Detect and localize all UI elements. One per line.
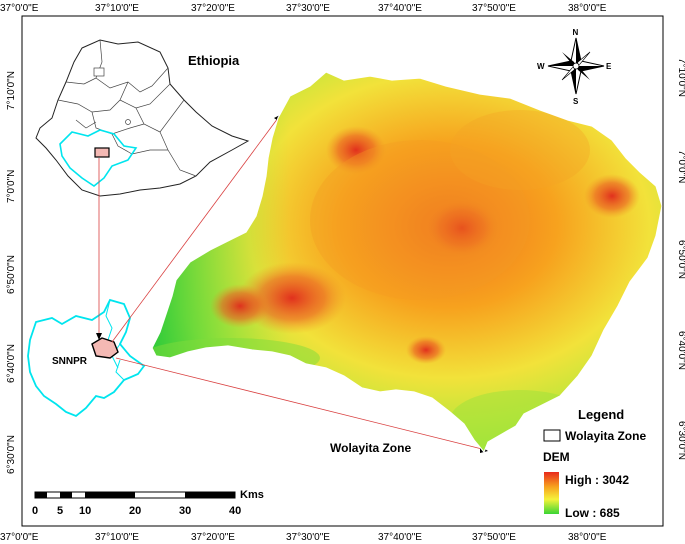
- wolayita-inset-marker: [94, 147, 110, 158]
- wolayita-zone-label: Wolayita Zone: [330, 441, 411, 455]
- left-lat-label: 7°10'0"N: [6, 71, 17, 110]
- bottom-lon-label: 37°20'0"E: [191, 532, 235, 543]
- snnpr-label: SNNPR: [52, 356, 88, 367]
- snnpr-outline: [27, 298, 146, 418]
- compass-n: N: [573, 28, 579, 37]
- top-lon-label: 37°10'0"E: [95, 3, 139, 14]
- dem-peak: [584, 174, 640, 218]
- snnpr-inset-outline: [59, 129, 138, 187]
- bottom-lon-label: 38°0'0"E: [568, 532, 607, 543]
- wolayita-zone-boundary: [151, 71, 663, 454]
- bottom-lon-label: 37°30'0"E: [286, 532, 330, 543]
- bottom-longitude-labels: 37°0'0"E 37°10'0"E 37°20'0"E 37°30'0"E 3…: [0, 532, 607, 543]
- legend-title: Legend: [578, 407, 624, 422]
- ethiopia-inset: Ethiopia: [35, 39, 250, 197]
- scale-tick-label: 30: [179, 505, 191, 517]
- legend-boundary-swatch: [543, 429, 561, 442]
- left-lat-label: 6°40'0"N: [6, 344, 17, 383]
- right-lat-label: 6°40'0"N: [676, 331, 685, 370]
- dem-peak: [406, 336, 446, 364]
- scale-tick-label: 10: [79, 505, 91, 517]
- top-longitude-labels: 37°0'0"E 37°10'0"E 37°20'0"E 37°30'0"E 3…: [0, 3, 607, 14]
- scale-tick-label: 40: [229, 505, 241, 517]
- legend-high-label: High : 3042: [565, 473, 629, 487]
- bottom-lon-label: 37°40'0"E: [378, 532, 422, 543]
- left-latitude-labels: 7°10'0"N 7°0'0"N 6°50'0"N 6°40'0"N 6°30'…: [6, 71, 17, 474]
- snnpr-inset: SNNPR: [27, 298, 146, 418]
- top-lon-label: 37°30'0"E: [286, 3, 330, 14]
- wolayita-dem-map: [151, 71, 663, 454]
- top-lon-label: 37°20'0"E: [191, 3, 235, 14]
- dem-peak: [424, 198, 500, 258]
- scale-tick-label: 5: [57, 505, 63, 517]
- compass-e: E: [606, 62, 612, 71]
- top-lon-label: 37°40'0"E: [378, 3, 422, 14]
- right-lat-label: 6°30'0"N: [676, 421, 685, 460]
- north-arrow: N S E W: [537, 28, 612, 106]
- legend-dem-ramp: [544, 472, 559, 514]
- compass-s: S: [573, 97, 579, 106]
- map-neatline: [21, 15, 664, 527]
- right-lat-label: 7°0'0"N: [676, 150, 685, 183]
- left-lat-label: 6°50'0"N: [6, 255, 17, 294]
- top-lon-label: 38°0'0"E: [568, 3, 607, 14]
- top-lon-label: 37°0'0"E: [0, 3, 39, 14]
- ethiopia-label: Ethiopia: [188, 53, 240, 68]
- scale-tick-label: 20: [129, 505, 141, 517]
- dem-peak: [326, 126, 386, 174]
- bottom-lon-label: 37°50'0"E: [472, 532, 516, 543]
- left-lat-label: 7°0'0"N: [6, 170, 17, 203]
- top-lon-label: 37°50'0"E: [472, 3, 516, 14]
- legend-low-label: Low : 685: [565, 506, 620, 520]
- compass-w: W: [537, 62, 545, 71]
- bottom-lon-label: 37°10'0"E: [95, 532, 139, 543]
- left-lat-label: 6°30'0"N: [6, 435, 17, 474]
- scale-unit-label: Kms: [240, 489, 264, 501]
- right-lat-label: 6°50'0"N: [676, 240, 685, 279]
- bottom-lon-label: 37°0'0"E: [0, 532, 39, 543]
- right-lat-label: 7°10'0"N: [676, 58, 685, 97]
- dem-peak: [210, 284, 270, 328]
- legend-dem-title: DEM: [543, 450, 570, 464]
- legend: Legend Wolayita Zone DEM High : 3042 Low…: [543, 407, 646, 520]
- legend-boundary-label: Wolayita Zone: [565, 429, 646, 443]
- scale-tick-label: 0: [32, 505, 38, 517]
- wolayita-snnpr-marker: [91, 337, 119, 359]
- scale-bar: 0 5 10 20 30 40 Kms: [32, 489, 264, 517]
- right-latitude-labels: 7°10'0"N 7°0'0"N 6°50'0"N 6°40'0"N 6°30'…: [676, 58, 685, 460]
